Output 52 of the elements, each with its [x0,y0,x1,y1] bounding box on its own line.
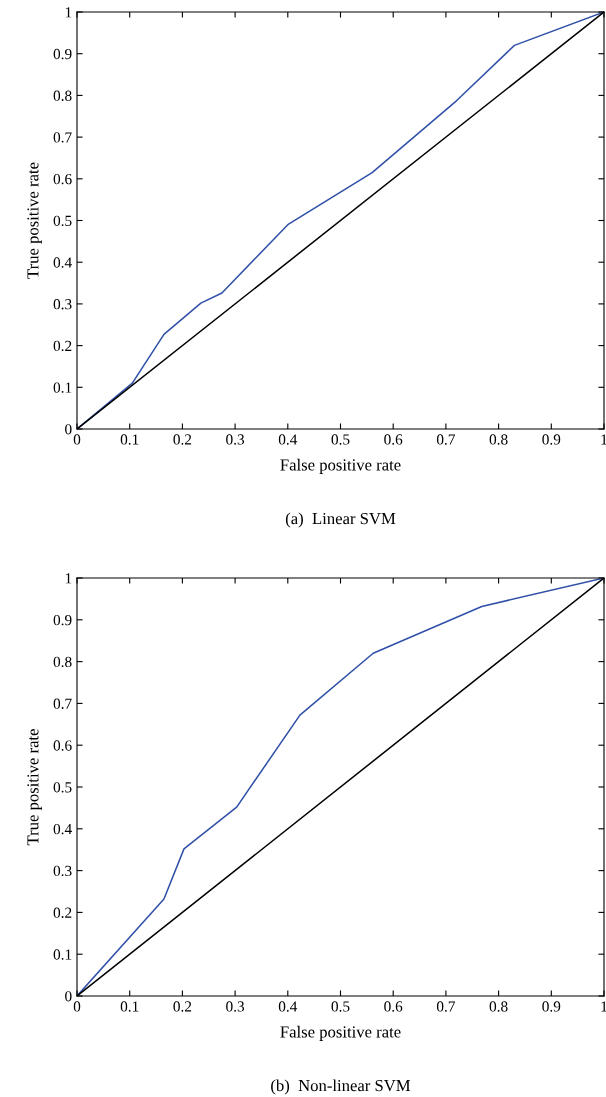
x-axis-title: False positive rate [280,458,401,474]
y-tick-label: 0.1 [53,949,72,960]
x-tick-label: 0.4 [278,1001,298,1012]
x-tick-label: 0.4 [278,434,298,445]
x-tick-label: 0.6 [384,434,403,445]
y-tick-label: 0.9 [53,614,72,626]
text: (b) Non-linear SVM [271,1079,411,1095]
x-tick-label: 0.2 [173,434,192,445]
x-tick-label: 0.9 [542,434,561,445]
x-tick-label: 0 [73,1001,81,1012]
y-tick-label: 0.9 [53,48,72,60]
y-tick-label: 0.6 [53,740,72,751]
y-tick-label: 0.4 [53,257,72,268]
y-tick-label: 1 [65,573,72,584]
x-tick-label: 0.8 [489,1001,508,1012]
x-tick-label: 0.1 [120,1001,139,1012]
y-tick-label: 0.8 [53,656,72,668]
y-tick-label: 0.1 [53,382,72,393]
x-tick-label: 0.7 [436,434,456,445]
x-axis-title: False positive rate [280,1025,401,1041]
y-tick-label: 0 [65,991,72,1002]
x-tick-label: 1 [601,1001,606,1012]
y-tick-label: 0 [65,424,72,435]
x-tick-label: 0.3 [226,1001,245,1012]
x-tick-label: 0.8 [489,434,508,445]
x-tick-label: 0.1 [120,434,139,445]
y-tick-label: 1 [65,7,72,18]
x-tick-label: 0.5 [331,1001,350,1012]
y-tick-label: 0.3 [53,299,72,310]
x-tick-label: 0.7 [436,1001,456,1012]
y-tick-label: 0.3 [53,865,72,877]
y-tick-label: 0.8 [53,90,72,101]
y-axis-title: True positive rate [27,162,42,279]
y-tick-label: 0.6 [53,173,72,185]
line-series [77,578,604,996]
y-tick-label: 0.5 [53,782,72,793]
x-tick-label: 1 [601,434,606,445]
x-tick-label: 0.5 [331,434,350,445]
x-tick-label: 0.6 [384,1001,403,1012]
y-tick-label: 0.2 [53,340,72,352]
x-tick-label: 0.2 [173,1001,192,1012]
x-tick-label: 0 [73,434,81,445]
y-tick-label: 0.2 [53,907,72,918]
x-tick-label: 0.3 [226,434,245,445]
x-tick-label: 0.9 [542,1001,561,1012]
y-tick-label: 0.7 [53,132,72,143]
y-tick-label: 0.7 [53,698,72,709]
y-tick-label: 0.4 [53,823,72,835]
text: (a) Linear SVM [285,512,396,528]
y-axis-title: True positive rate [27,729,42,846]
line-series [77,12,604,429]
y-tick-label: 0.5 [53,215,72,227]
